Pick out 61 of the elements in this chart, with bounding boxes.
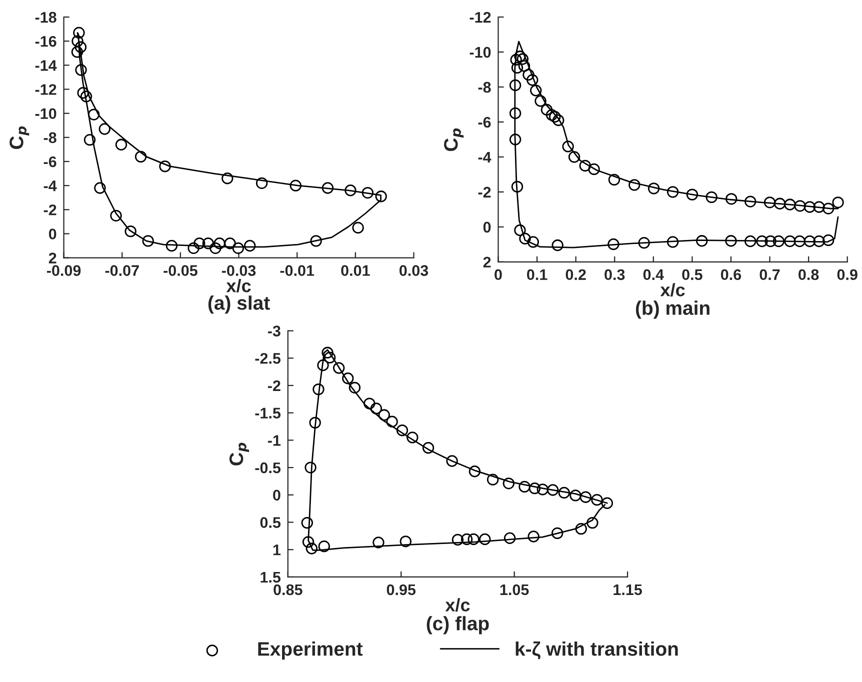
x-tick-label: 0.03 bbox=[400, 265, 428, 276]
x-tick-label: 0.85 bbox=[274, 584, 302, 596]
x-tick-label: 0.9 bbox=[837, 269, 858, 280]
x-axis-title: x/c bbox=[445, 598, 470, 612]
y-tick-label: 2 bbox=[48, 252, 56, 264]
y-tick-label: 1 bbox=[273, 544, 281, 556]
x-axis-title: x/c bbox=[660, 283, 685, 297]
y-tick-label: 2 bbox=[483, 256, 491, 268]
x-tick-label: 0 bbox=[494, 269, 502, 280]
y-tick-label: -1.5 bbox=[255, 408, 281, 419]
y-tick-label: -6 bbox=[44, 156, 56, 168]
y-tick-label: -4 bbox=[478, 152, 492, 162]
y-tick-label: -1 bbox=[268, 435, 281, 446]
text: (b) main bbox=[636, 300, 710, 319]
y-tick-label: 0 bbox=[483, 222, 491, 233]
y-tick-label: 0.5 bbox=[260, 517, 281, 528]
y-tick-label: -8 bbox=[478, 82, 491, 93]
x-tick-label: 0.4 bbox=[643, 269, 664, 280]
y-tick-label: -10 bbox=[470, 46, 491, 58]
text: (c) flap bbox=[426, 616, 489, 634]
y-tick-label: 1.5 bbox=[260, 572, 281, 583]
y-axis-title: C$_{p}$ bbox=[10, 126, 30, 149]
text: (a) slat bbox=[208, 296, 270, 314]
y-tick-label: -4 bbox=[44, 180, 57, 192]
y-tick-label: -12 bbox=[470, 12, 491, 23]
x-tick-label: 0.8 bbox=[798, 269, 819, 280]
legend-label: Experiment bbox=[258, 642, 363, 660]
y-tick-label: -6 bbox=[478, 116, 491, 128]
x-axis-title: x/c bbox=[226, 278, 251, 292]
y-tick-label: 0 bbox=[48, 228, 56, 240]
x-tick-label: 1.15 bbox=[614, 584, 642, 596]
x-tick-label: 0.6 bbox=[720, 269, 742, 280]
x-tick-label: 0.01 bbox=[341, 265, 370, 276]
x-tick-label: 0.2 bbox=[566, 269, 586, 280]
x-tick-label: 1.05 bbox=[500, 584, 529, 596]
y-tick-label: -12 bbox=[35, 84, 56, 95]
y-tick-label: -8 bbox=[44, 132, 56, 144]
y-tick-label: -0.5 bbox=[255, 462, 281, 474]
y-tick-label: -2 bbox=[44, 204, 56, 216]
y-axis-title: C$_{p}$ bbox=[444, 128, 464, 152]
x-tick-label: 0.7 bbox=[760, 269, 780, 280]
x-tick-label: 0.1 bbox=[527, 269, 548, 280]
y-tick-label: -2 bbox=[268, 380, 280, 392]
x-tick-label: -0.09 bbox=[46, 265, 81, 276]
x-tick-label: -0.03 bbox=[222, 265, 256, 276]
y-tick-label: -3 bbox=[268, 326, 280, 336]
y-tick-label: -16 bbox=[35, 36, 56, 47]
y-tick-label: -2.5 bbox=[255, 352, 281, 364]
y-tick-label: 0 bbox=[273, 490, 280, 501]
x-tick-label: -0.01 bbox=[280, 265, 314, 276]
x-tick-label: 0.95 bbox=[386, 584, 416, 596]
y-tick-label: -10 bbox=[35, 108, 56, 120]
x-tick-label: -0.07 bbox=[105, 265, 139, 276]
y-tick-label: -2 bbox=[478, 186, 491, 198]
x-tick-label: 0.3 bbox=[604, 269, 625, 280]
y-tick-label: -18 bbox=[35, 12, 56, 23]
legend-label: k-ζ with transition bbox=[516, 642, 678, 660]
x-tick-label: -0.05 bbox=[164, 265, 198, 276]
y-axis-title: C$_{p}$ bbox=[229, 442, 250, 466]
x-tick-label: 0.5 bbox=[682, 269, 702, 280]
y-tick-label: -14 bbox=[35, 60, 57, 71]
